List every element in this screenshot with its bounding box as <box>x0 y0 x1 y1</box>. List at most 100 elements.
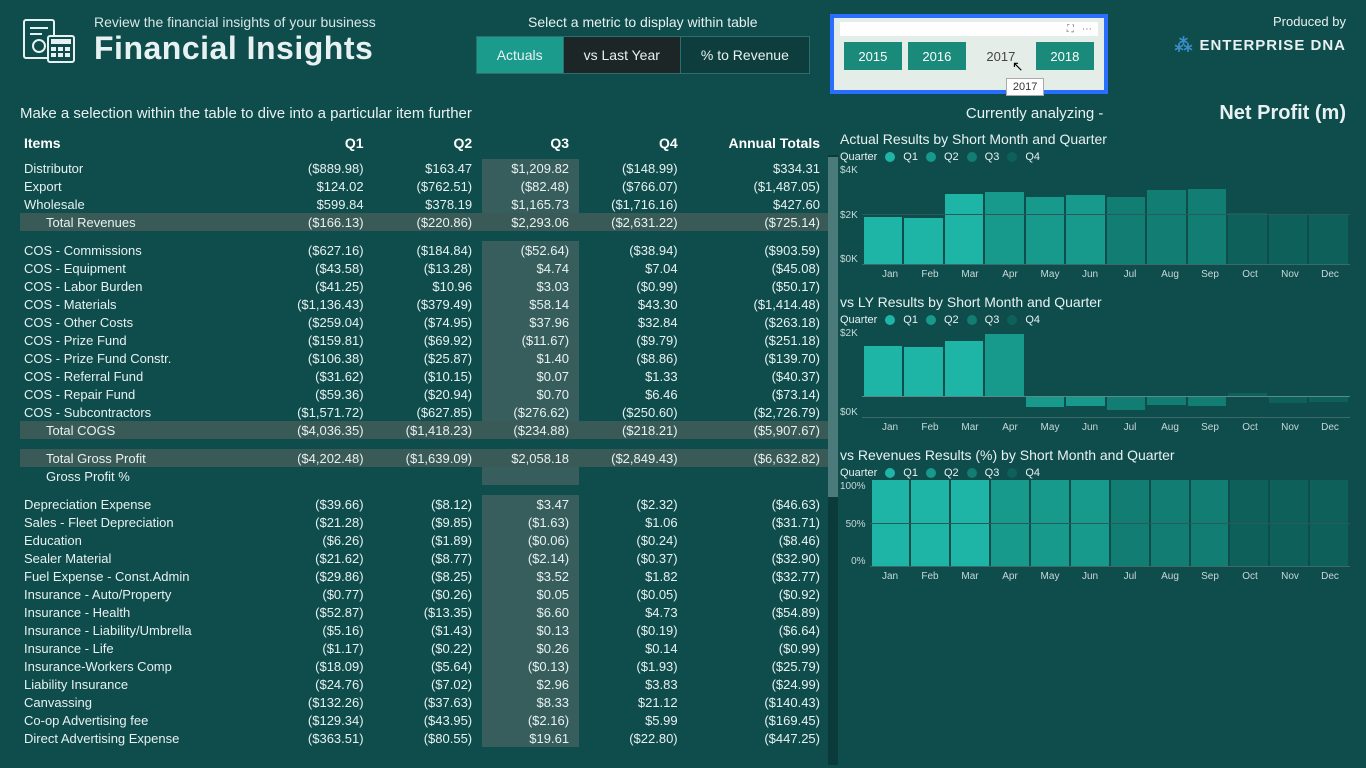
logo-block: Review the financial insights of your bu… <box>20 14 376 67</box>
financial-table[interactable]: ItemsQ1Q2Q3Q4Annual Totals Distributor($… <box>20 131 830 747</box>
table-row[interactable]: Export$124.02($762.51)($82.48)($766.07)(… <box>20 177 830 195</box>
bar[interactable] <box>1269 214 1308 264</box>
dna-icon: ⁂ <box>1174 35 1193 56</box>
month-label: Oct <box>1230 571 1270 582</box>
col-q3[interactable]: Q3 <box>482 131 579 159</box>
table-row[interactable]: Fuel Expense - Const.Admin($29.86)($8.25… <box>20 567 830 585</box>
table-row[interactable]: Total COGS($4,036.35)($1,418.23)($234.88… <box>20 421 830 439</box>
bar[interactable] <box>1066 195 1105 264</box>
table-row[interactable]: Insurance - Life($1.17)($0.22)$0.26$0.14… <box>20 639 830 657</box>
bar[interactable] <box>864 217 903 265</box>
table-row[interactable]: COS - Equipment($43.58)($13.28)$4.74$7.0… <box>20 259 830 277</box>
more-options-icon[interactable]: ⋯ <box>1082 24 1092 35</box>
table-row[interactable]: COS - Materials($1,136.43)($379.49)$58.1… <box>20 295 830 313</box>
chart2[interactable]: vs LY Results by Short Month and Quarter… <box>840 294 1350 433</box>
bar[interactable] <box>1188 397 1227 406</box>
table-row[interactable]: Gross Profit % <box>20 467 830 485</box>
month-label: Sep <box>1190 571 1230 582</box>
month-label: Aug <box>1150 422 1190 433</box>
bar[interactable] <box>1107 197 1146 265</box>
year-tooltip: 2017 <box>1006 78 1044 96</box>
metric-segmented: Actuals vs Last Year % to Revenue <box>476 36 810 74</box>
table-row[interactable]: COS - Labor Burden($41.25)$10.96$3.03($0… <box>20 277 830 295</box>
month-label: Oct <box>1230 422 1270 433</box>
month-label: Nov <box>1270 269 1310 280</box>
table-row[interactable]: Direct Advertising Expense($363.51)($80.… <box>20 729 830 747</box>
table-row[interactable]: Wholesale$599.84$378.19$1,165.73($1,716.… <box>20 195 830 213</box>
table-row[interactable]: COS - Commissions($627.16)($184.84)($52.… <box>20 241 830 259</box>
table-scrollbar[interactable] <box>828 155 838 765</box>
bar[interactable] <box>985 192 1024 265</box>
bar[interactable] <box>904 218 943 264</box>
col-q1[interactable]: Q1 <box>265 131 374 159</box>
bar[interactable] <box>985 334 1024 397</box>
table-row[interactable]: Liability Insurance($24.76)($7.02)$2.96$… <box>20 675 830 693</box>
bar[interactable] <box>945 194 984 264</box>
financial-report-icon <box>20 16 80 66</box>
year-slicer[interactable]: ⛶ ⋯ 2015 2016 2017 2018 ↖ 2017 <box>830 14 1108 94</box>
metric-pct-revenue[interactable]: % to Revenue <box>680 37 809 73</box>
month-label: Jan <box>870 571 910 582</box>
bar[interactable] <box>1066 397 1105 406</box>
month-label: Jul <box>1110 269 1150 280</box>
bar[interactable] <box>945 341 984 397</box>
table-row[interactable]: COS - Referral Fund($31.62)($10.15)$0.07… <box>20 367 830 385</box>
month-label: Dec <box>1310 269 1350 280</box>
table-row[interactable]: COS - Subcontractors($1,571.72)($627.85)… <box>20 403 830 421</box>
bar[interactable] <box>1107 397 1146 409</box>
month-label: Sep <box>1190 269 1230 280</box>
bar[interactable] <box>1026 197 1065 265</box>
bar[interactable] <box>1188 189 1227 264</box>
bar[interactable] <box>864 346 903 397</box>
produced-by-label: Produced by <box>1174 14 1346 29</box>
table-row[interactable]: COS - Other Costs($259.04)($74.95)$37.96… <box>20 313 830 331</box>
table-row[interactable]: Insurance - Auto/Property($0.77)($0.26)$… <box>20 585 830 603</box>
table-row[interactable]: Insurance - Health($52.87)($13.35)$6.60$… <box>20 603 830 621</box>
metric-actuals[interactable]: Actuals <box>477 37 563 73</box>
bar[interactable] <box>1147 397 1186 404</box>
metric-vs-last-year[interactable]: vs Last Year <box>563 37 680 73</box>
table-row[interactable]: COS - Repair Fund($59.36)($20.94)$0.70$6… <box>20 385 830 403</box>
table-row[interactable]: Distributor($889.98)$163.47$1,209.82($14… <box>20 159 830 177</box>
table-row[interactable]: Insurance - Liability/Umbrella($5.16)($1… <box>20 621 830 639</box>
table-row[interactable]: COS - Prize Fund Constr.($106.38)($25.87… <box>20 349 830 367</box>
table-row[interactable]: COS - Prize Fund($159.81)($69.92)($11.67… <box>20 331 830 349</box>
year-2018[interactable]: 2018 <box>1036 42 1094 70</box>
chart-title: vs LY Results by Short Month and Quarter <box>840 294 1350 310</box>
table-row[interactable]: Co-op Advertising fee($129.34)($43.95)($… <box>20 711 830 729</box>
table-row[interactable]: Total Revenues($166.13)($220.86)$2,293.0… <box>20 213 830 231</box>
col-q2[interactable]: Q2 <box>374 131 483 159</box>
month-label: Feb <box>910 269 950 280</box>
year-2015[interactable]: 2015 <box>844 42 902 70</box>
bar[interactable] <box>1269 397 1308 403</box>
bar[interactable] <box>1309 214 1348 264</box>
table-row[interactable]: Total Gross Profit($4,202.48)($1,639.09)… <box>20 449 830 467</box>
bar[interactable] <box>904 347 943 397</box>
table-row[interactable]: Sales - Fleet Depreciation($21.28)($9.85… <box>20 513 830 531</box>
table-row[interactable]: Sealer Material($21.62)($8.77)($2.14)($0… <box>20 549 830 567</box>
month-label: Nov <box>1270 571 1310 582</box>
bar[interactable] <box>1147 190 1186 264</box>
month-label: Jun <box>1070 269 1110 280</box>
chart1[interactable]: Actual Results by Short Month and Quarte… <box>840 131 1350 280</box>
table-row[interactable]: Canvassing($132.26)($37.63)$8.33$21.12($… <box>20 693 830 711</box>
month-label: Mar <box>950 269 990 280</box>
chart3[interactable]: vs Revenues Results (%) by Short Month a… <box>840 447 1350 582</box>
col-annual-totals[interactable]: Annual Totals <box>688 131 830 159</box>
bar[interactable] <box>1228 213 1267 264</box>
month-label: Jul <box>1110 571 1150 582</box>
col-q4[interactable]: Q4 <box>579 131 688 159</box>
header-subtitle: Review the financial insights of your bu… <box>94 14 376 30</box>
bar[interactable] <box>1026 397 1065 407</box>
table-row[interactable]: Depreciation Expense($39.66)($8.12)$3.47… <box>20 495 830 513</box>
focus-mode-icon[interactable]: ⛶ <box>1067 24 1074 35</box>
table-row[interactable]: Education($6.26)($1.89)($0.06)($0.24)($8… <box>20 531 830 549</box>
bar[interactable] <box>1309 397 1348 402</box>
month-label: Mar <box>950 422 990 433</box>
table-row[interactable]: Insurance-Workers Comp($18.09)($5.64)($0… <box>20 657 830 675</box>
col-items[interactable]: Items <box>20 131 265 159</box>
month-label: Jun <box>1070 571 1110 582</box>
metric-prompt: Select a metric to display within table <box>476 14 810 30</box>
month-label: Aug <box>1150 571 1190 582</box>
year-2016[interactable]: 2016 <box>908 42 966 70</box>
